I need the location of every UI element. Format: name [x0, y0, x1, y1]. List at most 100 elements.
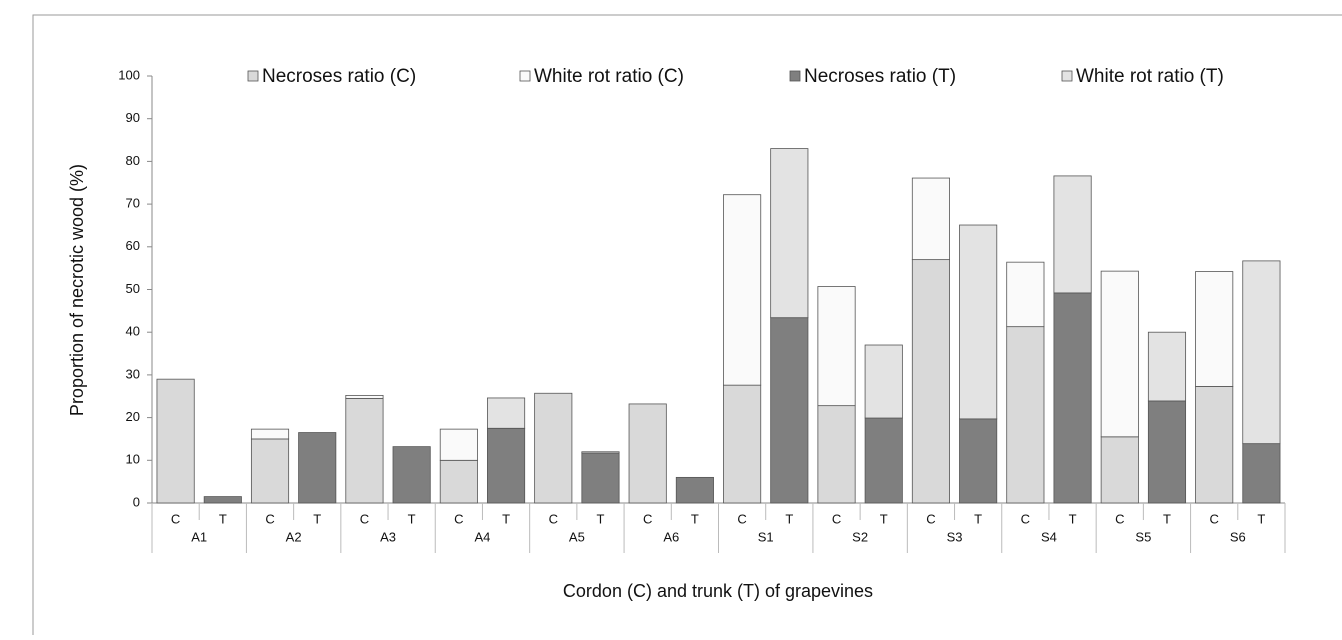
group-label: S4: [1041, 529, 1057, 544]
bar-segment: [1100, 270, 1139, 438]
legend-label: White rot ratio (T): [1076, 66, 1224, 87]
x-tick-label: T: [219, 511, 227, 526]
x-tick-label: C: [832, 511, 841, 526]
group-label: S5: [1135, 529, 1151, 544]
bar-segment: [1242, 443, 1281, 504]
legend-swatch: [789, 70, 801, 82]
bar-segment: [817, 405, 856, 504]
legend-swatch: [519, 70, 531, 82]
bar-segment: [250, 438, 290, 504]
bar-segment: [770, 148, 809, 319]
x-tick-label: C: [1115, 511, 1124, 526]
bar-segment: [770, 317, 809, 504]
x-tick-label: C: [265, 511, 274, 526]
bar-segment: [487, 427, 526, 504]
bar-segment: [203, 496, 242, 504]
x-tick-label: T: [597, 511, 605, 526]
legend-swatch: [247, 70, 259, 82]
bar-segment: [1006, 261, 1045, 328]
x-tick-label: T: [974, 511, 982, 526]
x-tick-label: C: [1021, 511, 1030, 526]
bar-segment: [1053, 292, 1092, 504]
group-label: A6: [663, 529, 679, 544]
bar-segment: [911, 259, 950, 504]
bar-segment: [581, 452, 620, 504]
bar-segment: [723, 384, 762, 504]
x-tick-label: T: [785, 511, 793, 526]
x-tick-label: T: [313, 511, 321, 526]
y-tick-label: 90: [126, 110, 140, 125]
bar-segment: [534, 392, 573, 504]
y-tick-label: 70: [126, 196, 140, 211]
bar-segment: [959, 224, 998, 420]
bar-segment: [1006, 326, 1045, 504]
bar-segment: [392, 446, 431, 504]
y-tick-label: 50: [126, 281, 140, 296]
x-axis-title: Cordon (C) and trunk (T) of grapevines: [563, 581, 873, 601]
legend-label: Necroses ratio (T): [804, 66, 956, 87]
bar-segment: [156, 378, 195, 504]
legend-label: White rot ratio (C): [534, 66, 684, 87]
group-label: A1: [191, 529, 207, 544]
bar-segment: [1147, 331, 1187, 402]
bar-segment: [1195, 386, 1234, 504]
bar-segment: [345, 394, 384, 399]
bar-segment: [864, 344, 903, 419]
x-tick-label: C: [454, 511, 463, 526]
bar-segment: [911, 177, 950, 261]
legend-label: Necroses ratio (C): [262, 66, 416, 87]
bar-segment: [581, 451, 620, 454]
group-label: A5: [569, 529, 585, 544]
bar-segment: [439, 459, 478, 504]
bar-segment: [250, 428, 290, 440]
x-tick-label: T: [691, 511, 699, 526]
legend-swatch: [1061, 70, 1073, 82]
bar-segment: [298, 432, 337, 504]
y-tick-label: 40: [126, 324, 140, 339]
group-label: S6: [1230, 529, 1246, 544]
bar-segment: [817, 286, 856, 407]
x-tick-label: C: [1209, 511, 1218, 526]
bar-segment: [1147, 400, 1187, 504]
x-tick-label: T: [502, 511, 510, 526]
group-label: A4: [475, 529, 491, 544]
bar-segment: [487, 397, 526, 429]
y-tick-label: 10: [126, 452, 140, 467]
x-tick-label: C: [643, 511, 652, 526]
y-tick-label: 100: [118, 67, 140, 82]
x-tick-label: C: [171, 511, 180, 526]
x-tick-label: T: [880, 511, 888, 526]
x-tick-label: T: [408, 511, 416, 526]
y-tick-label: 60: [126, 238, 140, 253]
x-tick-label: T: [1069, 511, 1077, 526]
bar-segment: [675, 476, 714, 504]
y-tick-label: 80: [126, 153, 140, 168]
bar-segment: [628, 403, 667, 504]
y-tick-label: 0: [133, 494, 140, 509]
x-tick-label: C: [926, 511, 935, 526]
bar-segment: [959, 418, 998, 504]
bar-segment: [1242, 260, 1281, 445]
group-label: S3: [947, 529, 963, 544]
group-label: S2: [852, 529, 868, 544]
bar-segment: [345, 397, 384, 504]
group-label: S1: [758, 529, 774, 544]
group-label: A2: [286, 529, 302, 544]
x-tick-label: C: [737, 511, 746, 526]
x-tick-label: T: [1257, 511, 1265, 526]
bar-segment: [723, 194, 762, 386]
y-tick-label: 20: [126, 409, 140, 424]
bar-segment: [864, 417, 903, 504]
group-label: A3: [380, 529, 396, 544]
bar-segment: [439, 428, 478, 461]
x-tick-label: T: [1163, 511, 1171, 526]
bar-segment: [1053, 175, 1092, 294]
y-axis-title: Proportion of necrotic wood (%): [67, 164, 87, 416]
bar-segment: [1100, 436, 1139, 504]
x-tick-label: C: [360, 511, 369, 526]
frame: [32, 14, 1342, 640]
bar-segment: [1195, 271, 1234, 387]
y-tick-label: 30: [126, 366, 140, 381]
x-tick-label: C: [549, 511, 558, 526]
